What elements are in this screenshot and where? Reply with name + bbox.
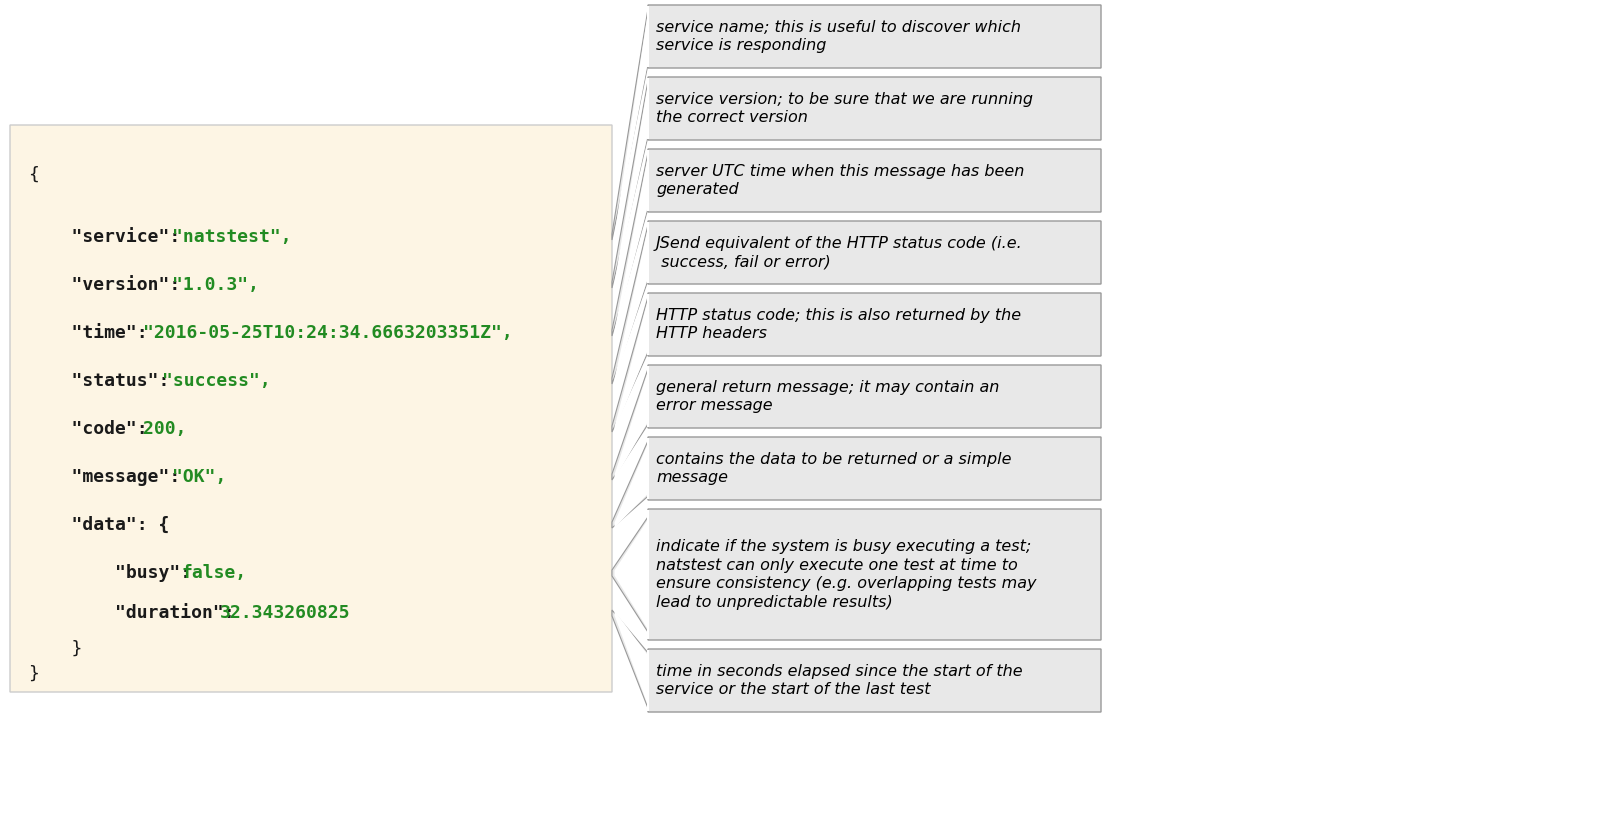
Text: "service":: "service": xyxy=(27,228,191,246)
Text: "data": {: "data": { xyxy=(27,516,170,534)
Polygon shape xyxy=(615,228,648,383)
Text: 200,: 200, xyxy=(142,420,187,438)
Polygon shape xyxy=(612,517,648,632)
Polygon shape xyxy=(647,150,648,211)
Text: {: { xyxy=(27,166,38,184)
Text: "version":: "version": xyxy=(27,276,191,294)
Polygon shape xyxy=(647,294,648,355)
Text: contains the data to be returned or a simple
message: contains the data to be returned or a si… xyxy=(656,452,1012,486)
Text: "OK",: "OK", xyxy=(171,468,226,486)
Text: time in seconds elapsed since the start of the
service or the start of the last : time in seconds elapsed since the start … xyxy=(656,663,1023,697)
Text: service version; to be sure that we are running
the correct version: service version; to be sure that we are … xyxy=(656,92,1033,125)
Text: general return message; it may contain an
error message: general return message; it may contain a… xyxy=(656,380,999,414)
FancyBboxPatch shape xyxy=(648,365,1101,428)
Polygon shape xyxy=(615,371,648,479)
FancyBboxPatch shape xyxy=(648,5,1101,68)
Polygon shape xyxy=(647,366,648,427)
Text: "busy":: "busy": xyxy=(27,564,202,582)
FancyBboxPatch shape xyxy=(648,437,1101,500)
Polygon shape xyxy=(612,610,648,708)
Text: }: } xyxy=(27,640,82,658)
Text: "status":: "status": xyxy=(27,372,181,390)
Polygon shape xyxy=(647,438,648,499)
Text: HTTP status code; this is also returned by the
HTTP headers: HTTP status code; this is also returned … xyxy=(656,308,1021,342)
Polygon shape xyxy=(647,510,648,639)
Polygon shape xyxy=(612,369,648,480)
Polygon shape xyxy=(612,81,648,288)
Polygon shape xyxy=(647,222,648,283)
Polygon shape xyxy=(647,78,648,139)
Text: "success",: "success", xyxy=(162,372,271,390)
Polygon shape xyxy=(612,9,648,240)
Text: }: } xyxy=(27,665,38,683)
Polygon shape xyxy=(647,650,648,711)
Polygon shape xyxy=(615,11,648,239)
Polygon shape xyxy=(615,84,648,287)
Polygon shape xyxy=(612,224,648,384)
FancyBboxPatch shape xyxy=(648,649,1101,712)
Text: false,: false, xyxy=(181,564,247,582)
Text: "time":: "time": xyxy=(27,324,158,342)
FancyBboxPatch shape xyxy=(648,509,1101,640)
Polygon shape xyxy=(615,443,648,527)
FancyBboxPatch shape xyxy=(648,149,1101,212)
Polygon shape xyxy=(615,299,648,432)
Polygon shape xyxy=(647,6,648,67)
Text: "natstest",: "natstest", xyxy=(171,228,291,246)
Text: JSend equivalent of the HTTP status code (i.e.
 success, fail or error): JSend equivalent of the HTTP status code… xyxy=(656,236,1023,269)
Text: "code":: "code": xyxy=(27,420,158,438)
FancyBboxPatch shape xyxy=(10,125,612,692)
Polygon shape xyxy=(615,610,648,706)
Text: "1.0.3",: "1.0.3", xyxy=(171,276,259,294)
Polygon shape xyxy=(612,296,648,432)
Text: indicate if the system is busy executing a test;
natstest can only execute one t: indicate if the system is busy executing… xyxy=(656,539,1036,610)
FancyBboxPatch shape xyxy=(648,293,1101,356)
Text: server UTC time when this message has been
generated: server UTC time when this message has be… xyxy=(656,164,1025,197)
Text: 32.343260825: 32.343260825 xyxy=(219,604,351,622)
Polygon shape xyxy=(615,519,648,630)
Text: "duration":: "duration": xyxy=(27,604,245,622)
Text: "2016-05-25T10:24:34.6663203351Z",: "2016-05-25T10:24:34.6663203351Z", xyxy=(142,324,512,342)
FancyBboxPatch shape xyxy=(648,77,1101,140)
Polygon shape xyxy=(615,156,648,336)
Polygon shape xyxy=(612,441,648,528)
FancyBboxPatch shape xyxy=(648,221,1101,284)
Polygon shape xyxy=(612,153,648,336)
Text: "message":: "message": xyxy=(27,468,191,486)
Text: service name; this is useful to discover which
service is responding: service name; this is useful to discover… xyxy=(656,20,1021,53)
